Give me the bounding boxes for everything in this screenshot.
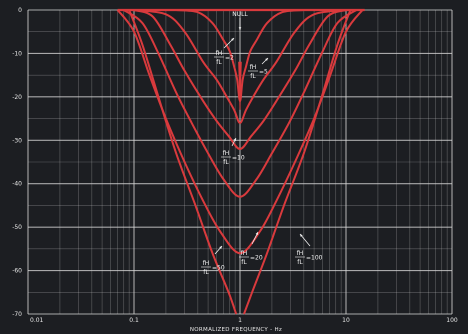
ratio-value: =20 — [250, 255, 263, 262]
ratio-denominator: fL — [250, 73, 256, 80]
response-curve-ratio-100 — [128, 9, 238, 315]
ratio-value: =5 — [259, 69, 268, 76]
y-tick-label: -20 — [12, 94, 22, 101]
null-arrow-head — [238, 27, 242, 30]
ratio-denominator: fL — [223, 159, 229, 166]
ratio-numerator: fH — [216, 50, 223, 57]
y-tick-label: -40 — [12, 181, 22, 188]
x-tick-label: 0.1 — [129, 317, 139, 324]
null-label: NULL — [232, 11, 248, 18]
label-ratio-100: fH fL=100 — [295, 250, 323, 266]
y-tick-label: -10 — [12, 50, 22, 57]
label-ratio-10: fH fL=10 — [221, 150, 245, 166]
x-tick-label: 1 — [238, 317, 242, 324]
ratio-denominator: fL — [203, 269, 209, 276]
label-ratio-2: fH fL=2 — [214, 50, 234, 66]
ratio-value: =100 — [306, 255, 323, 262]
y-tick-label: -60 — [12, 268, 22, 275]
response-curve-ratio-100 — [243, 9, 352, 315]
ratio-denominator: fL — [297, 259, 303, 266]
ratio-annotations: NULLfHfL=2fHfL=5fHfL=10fHfL=20fHfL=50fHf… — [201, 11, 323, 276]
ratio-numerator: fH — [297, 250, 304, 257]
y-tick-label: -30 — [12, 137, 22, 144]
x-tick-label: 10 — [342, 317, 350, 324]
ratio-value: =2 — [225, 55, 234, 62]
grid-lines — [27, 9, 453, 315]
ratio-value: =50 — [212, 265, 225, 272]
label-ratio-50: fH fL=50 — [201, 260, 225, 276]
label-ratio-20: fH fL=20 — [239, 250, 263, 266]
ratio-numerator: fH — [250, 64, 257, 71]
y-tick-label: -50 — [12, 224, 22, 231]
arrow-ratio-50-head — [219, 246, 222, 249]
y-tick-label: -70 — [12, 311, 22, 318]
response-curves — [116, 8, 365, 315]
ratio-numerator: fH — [203, 260, 210, 267]
arrow-ratio-10-head — [233, 138, 236, 141]
ratio-denominator: fL — [216, 59, 222, 66]
x-axis-label: NORMALIZED FREQUENCY - Hz — [190, 327, 282, 333]
arrow-ratio-20-head — [255, 232, 258, 235]
label-ratio-5: fH fL=5 — [248, 64, 268, 80]
ratio-denominator: fL — [241, 259, 247, 266]
arrow-ratio-100-head — [300, 234, 303, 237]
arrow-ratio-2-head — [231, 38, 234, 41]
y-tick-label: 0 — [18, 7, 22, 14]
x-tick-label: 100 — [446, 317, 458, 324]
response-curve-ratio-10 — [133, 9, 347, 150]
arrow-ratio-5-head — [265, 58, 268, 61]
null-spike — [238, 61, 242, 110]
response-curve-ratio-50 — [116, 9, 364, 255]
ratio-numerator: fH — [223, 150, 230, 157]
response-curve-ratio-5 — [133, 9, 347, 124]
response-curve-ratio-20 — [123, 9, 357, 198]
tick-labels: 0 -10 -20 -30 -40 -50 -60 -70 0.01 0.1 1 10 100 — [12, 7, 458, 324]
ratio-numerator: fH — [241, 250, 248, 257]
x-tick-label: 0.01 — [30, 317, 44, 324]
ratio-value: =10 — [232, 155, 245, 162]
